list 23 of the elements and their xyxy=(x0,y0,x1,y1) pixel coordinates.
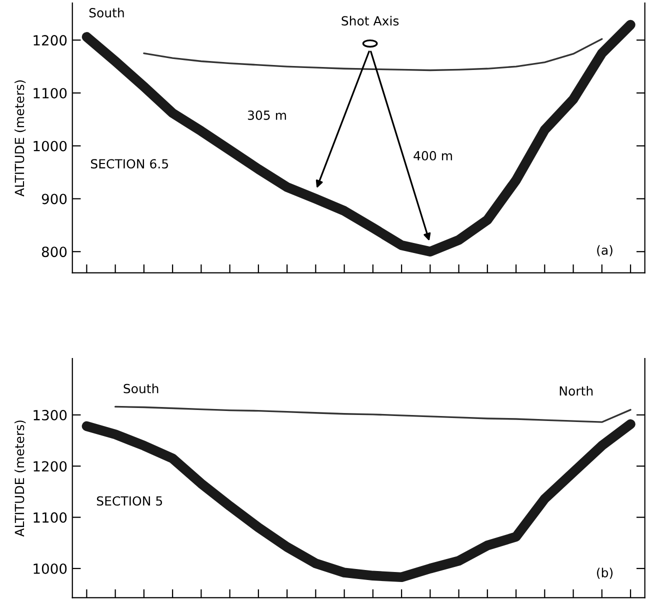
annotation: South xyxy=(124,384,158,394)
y-tick-label: 800 xyxy=(42,246,67,258)
annotation: South xyxy=(89,8,124,18)
y-axis-title: ALTITUDE (meters) xyxy=(14,80,26,196)
annotation: (b) xyxy=(596,568,613,579)
annotation: SECTION 5 xyxy=(96,496,162,506)
y-tick-label: 1100 xyxy=(34,512,67,523)
line-series xyxy=(114,406,632,423)
y-tick-label: 1100 xyxy=(34,88,67,98)
annotation: SECTION 6.5 xyxy=(90,159,168,169)
y-tick-label: 1000 xyxy=(34,140,67,152)
y-axis-title: ALTITUDE (meters) xyxy=(14,420,26,537)
annotation: (a) xyxy=(597,245,612,256)
y-tick-label: 900 xyxy=(42,194,67,204)
y-tick-label: 1200 xyxy=(34,35,67,46)
annotation: 400 m xyxy=(414,150,452,160)
annotation: Shot Axis xyxy=(342,16,399,26)
y-tick-label: 1300 xyxy=(34,410,67,420)
annotation: 305 m xyxy=(248,110,286,120)
y-tick-label: 1200 xyxy=(34,461,67,472)
line-series xyxy=(143,38,603,72)
y-tick-label: 1000 xyxy=(34,563,67,574)
annotation: North xyxy=(560,386,593,396)
